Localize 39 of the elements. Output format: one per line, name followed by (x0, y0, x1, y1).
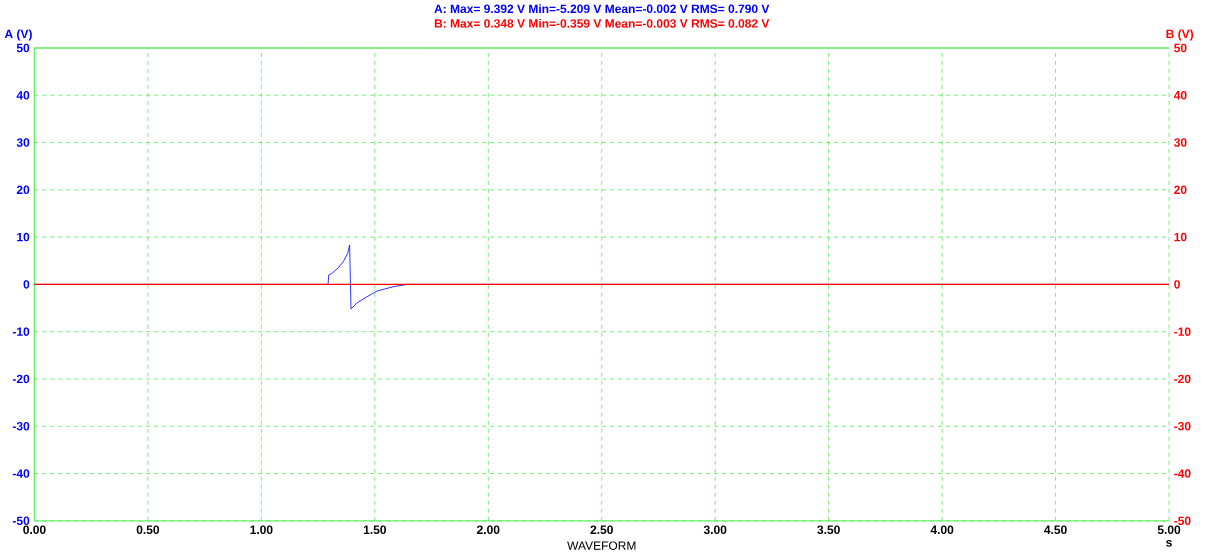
y-tick-label: -20 (12, 374, 30, 384)
y2-tick-label: 30 (1174, 138, 1187, 147)
y-tick-label: 20 (16, 185, 30, 195)
y2-tick-label: 0 (1174, 280, 1180, 289)
y2-tick-label: -10 (1174, 327, 1191, 337)
x-tick-label: 4.00 (930, 525, 954, 535)
y-tick-label: -40 (12, 469, 30, 478)
y-tick-label: -10 (12, 327, 30, 337)
text: B: Max= 0.348 V Min=-0.359 V Mean=-0.003 V RMS= 0.082 V (434, 19, 770, 28)
y2-tick-label: 40 (1173, 91, 1187, 100)
x-tick-label: 1.00 (250, 525, 273, 535)
text: A: Max= 9.392 V Min=-5.209 V Mean=-0.002 V RMS= 0.790 V (434, 4, 770, 14)
x-tick-label: 2.50 (590, 525, 613, 535)
x-tick-label: 0.50 (136, 525, 160, 535)
x-tick-label: 1.50 (363, 525, 386, 535)
x-tick-label: 5.00 (1157, 525, 1181, 535)
x-tick-label: 4.50 (1044, 525, 1067, 535)
y-tick-label: 0 (23, 280, 30, 289)
x-axis-title: WAVEFORM (567, 541, 636, 550)
y-tick-label: 40 (16, 91, 30, 100)
y2-tick-label: 20 (1174, 185, 1187, 195)
y2-tick-label: -20 (1174, 374, 1191, 384)
y2-tick-label: 10 (1174, 232, 1187, 242)
y2-tick-label: 50 (1174, 43, 1187, 53)
y2-tick-label: -30 (1174, 422, 1191, 431)
x-tick-label: 3.50 (817, 525, 840, 535)
y-axis-title: A (V) (4, 29, 32, 41)
y2-tick-label: -50 (1174, 516, 1191, 526)
x-tick-label: 0.00 (23, 525, 46, 535)
y-tick-label: -30 (12, 422, 30, 431)
y-tick-label: -50 (12, 516, 30, 526)
y-tick-label: 50 (16, 43, 30, 53)
x-tick-label: 2.00 (477, 525, 500, 535)
y2-axis-title: B (V) (1166, 29, 1194, 41)
y2-tick-label: -40 (1174, 469, 1191, 478)
text: s (1166, 540, 1172, 547)
y-tick-label: 10 (17, 232, 30, 242)
x-tick-label: 3.00 (703, 525, 727, 535)
y-tick-label: 30 (16, 138, 30, 147)
